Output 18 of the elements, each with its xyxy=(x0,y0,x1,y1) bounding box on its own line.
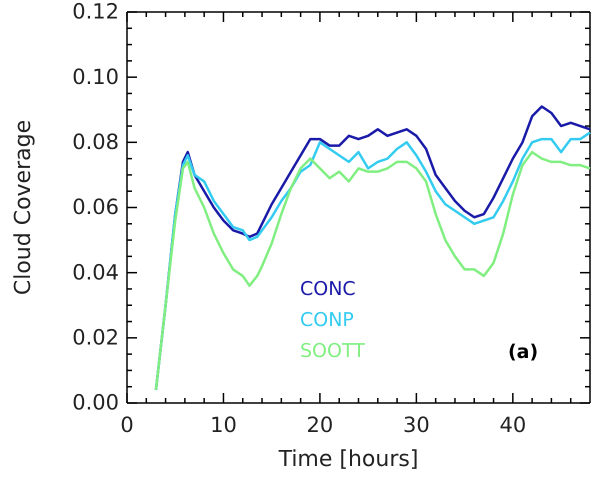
y-tick-label: 0.08 xyxy=(72,130,119,154)
y-tick-label: 0.06 xyxy=(72,195,119,220)
y-tick-label: 0.04 xyxy=(72,260,119,284)
y-tick-label: 0.02 xyxy=(72,326,119,350)
y-tick-label: 0.10 xyxy=(72,64,119,89)
x-tick-label: 0 xyxy=(120,412,134,437)
y-axis-title: Cloud Coverage xyxy=(11,120,36,296)
text: CONP xyxy=(300,309,354,331)
x-axis-title: Time [hours] xyxy=(278,447,418,472)
annotation: (a) xyxy=(508,341,538,363)
x-tick-label: 20 xyxy=(306,412,334,437)
x-tick-label: 40 xyxy=(499,412,526,437)
y-tick-label: 0.00 xyxy=(72,390,119,415)
y-tick-label: 0.12 xyxy=(72,0,119,24)
x-tick-label: 10 xyxy=(210,412,237,437)
text: CONC xyxy=(300,278,356,300)
x-tick-label: 30 xyxy=(403,412,430,437)
text: SOOTT xyxy=(300,340,366,362)
